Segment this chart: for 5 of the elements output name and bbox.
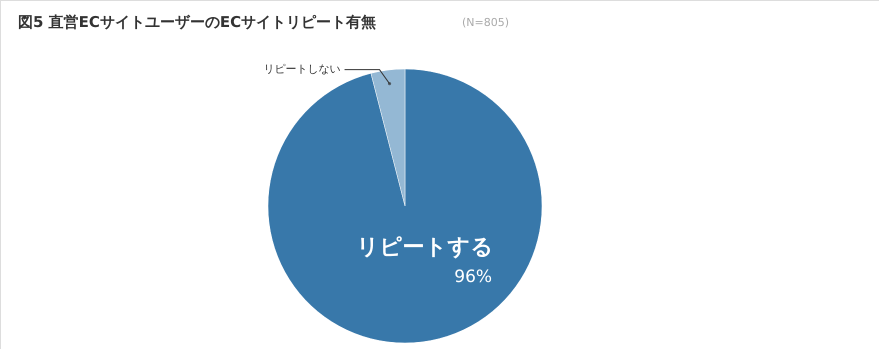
slice-label: リピートしない — [264, 62, 341, 76]
slice-label: リピートする — [356, 234, 494, 260]
chart-subtitle: (N=805) — [462, 16, 510, 29]
data-label: 96% — [454, 266, 492, 287]
chart-title: 図5 直営ECサイトユーザーのECサイトリピート有無 — [18, 13, 376, 31]
